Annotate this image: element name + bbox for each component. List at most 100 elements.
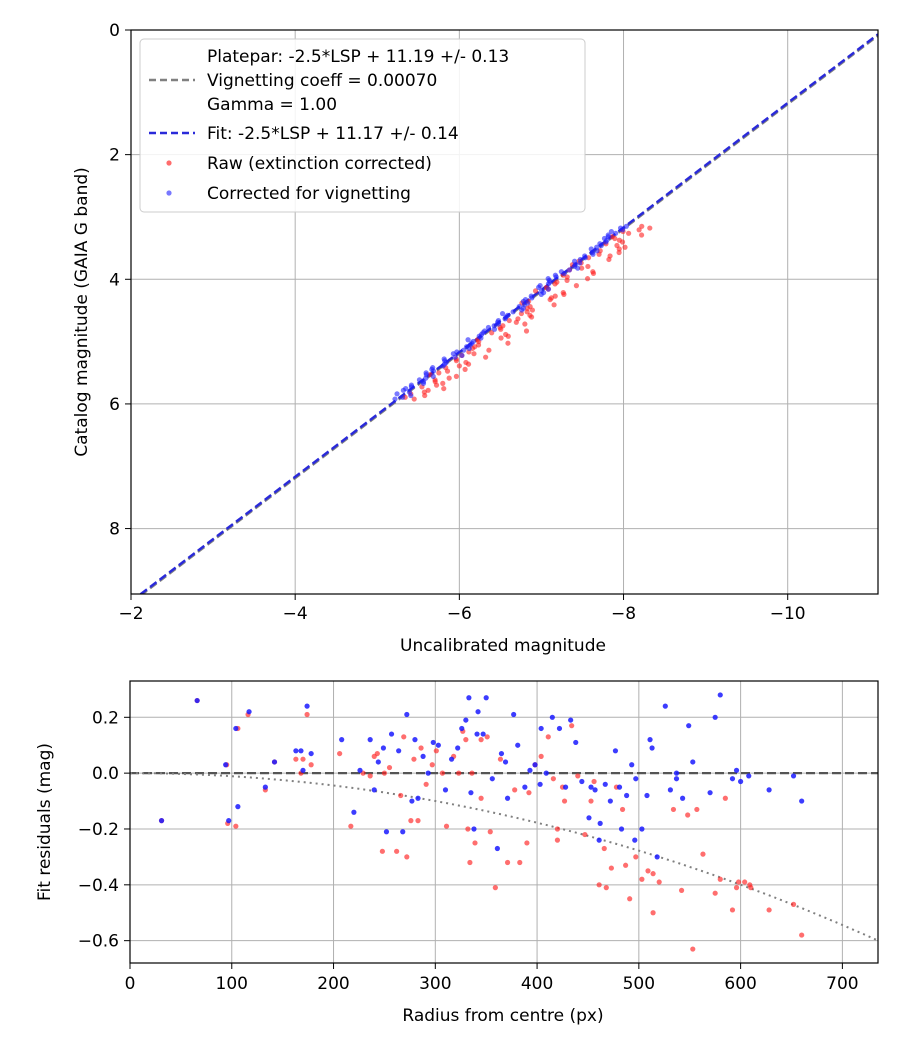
y-tick-label: 0.0 (92, 764, 119, 784)
corrected-residual-point (624, 792, 630, 799)
raw-residual-point (367, 773, 373, 779)
corrected-point (510, 309, 516, 315)
raw-point (444, 368, 451, 374)
corrected-point (476, 333, 482, 339)
raw-residual-point (443, 823, 450, 829)
corrected-residual-point (271, 759, 278, 765)
raw-residual-point (469, 770, 475, 776)
raw-point (590, 269, 596, 275)
raw-point (456, 363, 462, 369)
raw-residual-point (690, 946, 696, 952)
corrected-point (577, 256, 583, 263)
raw-residual-point (678, 887, 685, 894)
corrected-residual-point (746, 773, 752, 779)
corrected-residual-point (543, 770, 549, 776)
corrected-point (454, 349, 460, 355)
corrected-residual-point (537, 781, 543, 787)
raw-point (528, 314, 535, 320)
corrected-residual-point (396, 748, 402, 754)
corrected-residual-point (300, 767, 306, 773)
corrected-point (521, 302, 527, 308)
corrected-residual-point (466, 695, 472, 701)
corrected-residual-point (223, 762, 229, 768)
x-tick-label: −4 (283, 604, 308, 624)
raw-point (489, 330, 495, 336)
corrected-residual-point (633, 776, 639, 782)
corrected-residual-point (235, 804, 241, 810)
raw-point (554, 279, 560, 285)
raw-point (422, 392, 428, 399)
x-tick-label: −8 (611, 604, 636, 624)
raw-residual-point (467, 859, 473, 866)
corrected-residual-point (667, 787, 673, 793)
y-tick-label: 6 (109, 395, 120, 415)
corrected-point (443, 359, 449, 366)
corrected-residual-point (738, 778, 744, 785)
raw-point (551, 302, 557, 308)
raw-residual-point (492, 885, 498, 891)
raw-residual-point (478, 795, 484, 801)
corrected-point (394, 391, 400, 397)
legend-entry-vignetting: Vignetting coeff = 0.00070 (207, 71, 437, 91)
corrected-residual-point (586, 815, 592, 821)
raw-residual-point (524, 840, 530, 846)
plot-frame (130, 29, 879, 595)
raw-point (636, 227, 642, 233)
corrected-point (403, 385, 409, 392)
x-tick-label: 100 (216, 974, 248, 994)
x-tick-label: 300 (419, 974, 451, 994)
corrected-point (589, 249, 596, 256)
raw-point (626, 230, 632, 236)
corrected-residual-point (729, 776, 736, 782)
raw-residual-point (747, 882, 753, 888)
raw-point (475, 342, 482, 348)
raw-residual-point (650, 910, 656, 916)
raw-point (505, 333, 511, 339)
corrected-point (539, 288, 545, 294)
raw-residual-point (601, 845, 607, 852)
raw-residual-point (596, 882, 602, 888)
corrected-residual-point (262, 784, 268, 790)
corrected-residual-point (483, 695, 489, 701)
raw-point (500, 323, 506, 329)
corrected-residual-point (690, 759, 696, 765)
corrected-point (558, 269, 564, 275)
corrected-residual-point (409, 798, 415, 804)
corrected-residual-point (596, 837, 602, 843)
corrected-residual-point (632, 837, 638, 843)
corrected-point (572, 262, 578, 268)
corrected-residual-point (233, 725, 239, 732)
raw-point (584, 276, 591, 282)
raw-residual-point (722, 795, 728, 801)
corrected-point (566, 267, 573, 273)
y-tick-label: 8 (109, 520, 120, 540)
raw-residual-point (512, 787, 518, 793)
corrected-point (423, 372, 429, 378)
corrected-point (604, 237, 610, 243)
corrected-residual-point (480, 731, 486, 737)
corrected-residual-point (573, 739, 579, 746)
raw-residual-point (429, 762, 435, 768)
corrected-point (392, 396, 398, 402)
corrected-residual-point (194, 697, 200, 704)
corrected-residual-point (799, 798, 805, 804)
x-tick-label: 500 (623, 974, 655, 994)
raw-residual-point (456, 770, 462, 776)
corrected-point (459, 352, 465, 359)
corrected-residual-point (639, 826, 645, 832)
corrected-residual-point (686, 723, 692, 729)
raw-point (453, 373, 459, 379)
raw-residual-point (670, 806, 677, 813)
corrected-residual-point (448, 756, 455, 762)
corrected-residual-point (339, 737, 345, 743)
corrected-residual-point (532, 762, 538, 768)
corrected-point (491, 323, 497, 329)
corrected-residual-point (455, 745, 461, 751)
corrected-residual-point (522, 784, 528, 790)
corrected-residual-point (712, 714, 718, 720)
corrected-residual-point (415, 795, 421, 801)
raw-residual-point (554, 837, 561, 843)
corrected-point (485, 324, 492, 331)
raw-point (440, 380, 446, 386)
